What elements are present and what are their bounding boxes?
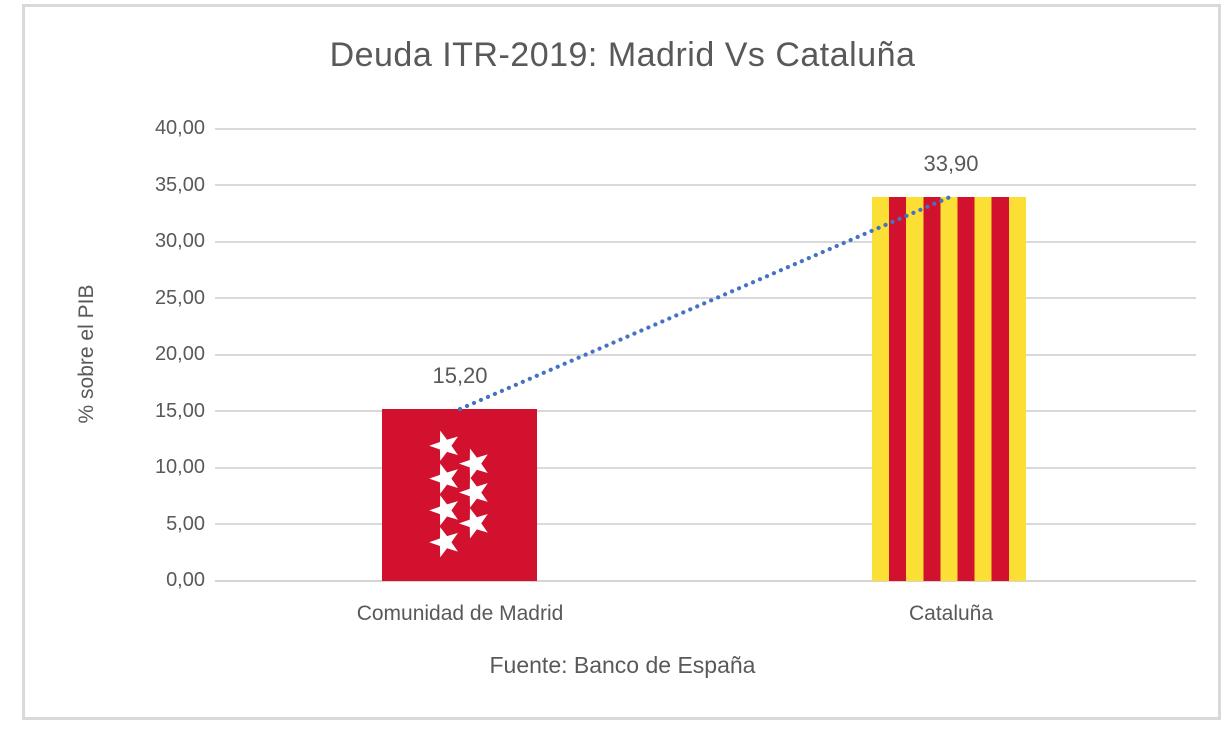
ytick-label: 40,00 — [154, 117, 205, 139]
ytick-label: 35,00 — [154, 174, 205, 196]
source-label: Fuente: Banco de España — [489, 652, 756, 678]
ytick-label: 30,00 — [154, 230, 205, 252]
ytick-label: 15,00 — [154, 400, 205, 422]
ytick-label: 20,00 — [154, 343, 205, 365]
bar-comunidad-de-madrid — [382, 409, 537, 581]
chart-title: Deuda ITR-2019: Madrid Vs Cataluña — [329, 36, 916, 74]
x-axis-line — [215, 580, 1196, 582]
gridline-10 — [215, 467, 1196, 469]
category-label-cataluna: Cataluña — [908, 602, 994, 625]
value-label-cataluna: 33,90 — [923, 151, 979, 176]
gridline-15 — [215, 410, 1196, 412]
ytick-label: 5,00 — [166, 513, 205, 535]
y-axis-title: % sobre el PIB — [75, 284, 98, 424]
gridline-5 — [215, 523, 1196, 525]
gridline-35 — [215, 184, 1196, 186]
gridline-25 — [215, 297, 1196, 299]
category-label-madrid: Comunidad de Madrid — [356, 602, 564, 625]
bar-cataluna — [872, 197, 1026, 581]
ytick-label: 0,00 — [166, 569, 205, 591]
gridline-40 — [215, 128, 1196, 130]
gridline-30 — [215, 241, 1196, 243]
value-label-madrid: 15,20 — [432, 363, 488, 388]
madrid-flag-stars-icon — [429, 430, 488, 558]
gridline-20 — [215, 354, 1196, 356]
ytick-label: 10,00 — [154, 456, 205, 478]
ytick-label: 25,00 — [154, 287, 205, 309]
